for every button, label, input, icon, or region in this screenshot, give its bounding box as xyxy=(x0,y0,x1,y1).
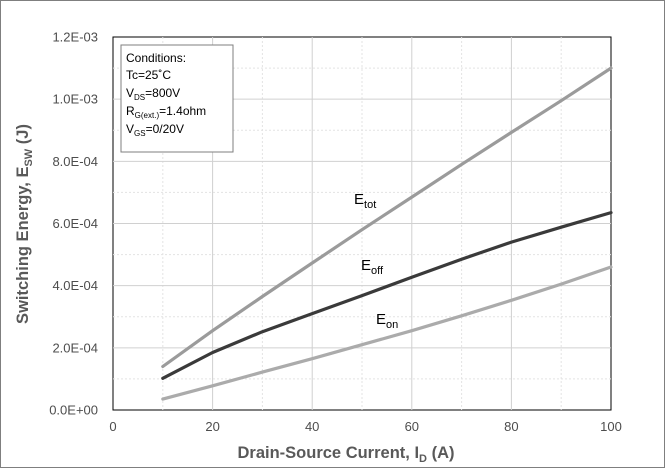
label-eoff: Eoff xyxy=(361,257,384,277)
y-axis-title: Switching Energy, ESW (J) xyxy=(14,124,35,324)
conditions-box: Conditions: Tc=25˚C VDS=800V RG(ext.)=1.… xyxy=(120,44,234,153)
y-tick-label: 2.0E-04 xyxy=(52,340,98,355)
x-tick-label: 60 xyxy=(405,419,419,434)
y-tick-label: 1.0E-03 xyxy=(52,92,98,107)
grid xyxy=(113,37,611,410)
x-tick-label: 40 xyxy=(305,419,319,434)
y-tick-label: 0.0E+00 xyxy=(49,403,98,418)
x-tick-labels: 0 20 40 60 80 100 xyxy=(109,419,621,434)
label-etot: Etot xyxy=(354,191,376,211)
x-tick-label: 0 xyxy=(109,419,116,434)
y-tick-label: 6.0E-04 xyxy=(52,216,98,231)
x-tick-label: 100 xyxy=(600,419,622,434)
series-line-eoff xyxy=(161,211,613,380)
x-axis-title: Drain-Source Current, ID (A) xyxy=(238,444,455,465)
conditions-title: Conditions: xyxy=(126,51,186,65)
conditions-vgs: VGS=0/20V xyxy=(126,122,184,138)
series-line-etot xyxy=(161,66,613,369)
label-eon: Eon xyxy=(376,311,398,331)
y-tick-labels: 0.0E+00 2.0E-04 4.0E-04 6.0E-04 8.0E-04 1.0E-… xyxy=(49,30,98,418)
y-tick-label: 1.2E-03 xyxy=(52,30,98,45)
conditions-rg: RG(ext.)=1.4ohm xyxy=(126,104,206,120)
conditions-vds: VDS=800V xyxy=(126,86,180,102)
conditions-tc: Tc=25˚C xyxy=(126,68,171,82)
x-tick-label: 80 xyxy=(504,419,518,434)
y-tick-label: 4.0E-04 xyxy=(52,278,98,293)
x-tick-label: 20 xyxy=(205,419,219,434)
y-tick-label: 8.0E-04 xyxy=(52,154,98,169)
series-line-eon xyxy=(161,265,613,401)
series-group xyxy=(161,66,613,401)
